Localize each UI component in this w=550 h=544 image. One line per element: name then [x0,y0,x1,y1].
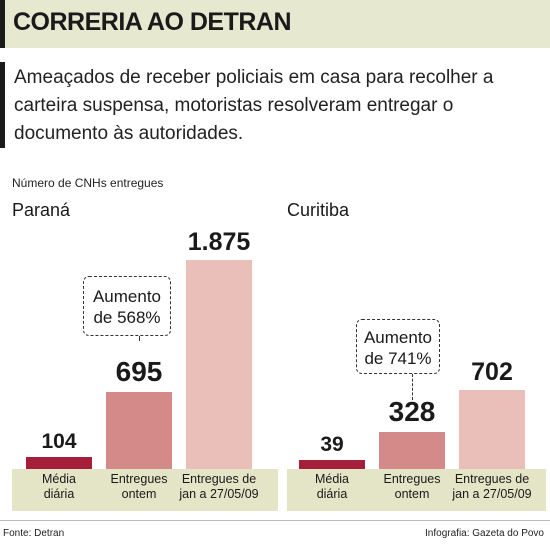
category-label-line-2: jan a 27/05/09 [179,487,259,501]
category-label-curitiba-1: Média diária [292,472,372,502]
panel-title-curitiba: Curitiba [287,200,350,220]
category-label-line-2: diária [43,487,75,501]
value-label-curitiba-1: 39 [320,432,344,456]
units-label: Número de CNHs entregues [12,176,164,190]
category-label-parana-2: Entregues ontem [99,472,179,502]
category-axis-band-parana [12,469,278,511]
value-label-curitiba-2: 328 [388,396,436,428]
category-label-line-2: ontem [121,487,157,501]
bar-parana-1 [26,457,92,469]
value-label-parana-2: 695 [115,356,163,388]
callout-parana: Aumento de 568% [83,276,171,336]
title-banner: CORRERIA AO DETRAN [0,0,550,48]
bar-curitiba-1 [299,460,365,469]
category-label-line-1: Entregues [110,472,168,486]
callout-pointer-parana [139,336,140,341]
panel-title-parana: Paraná [12,200,71,220]
category-label-line-1: Entregues de [454,472,530,486]
category-label-parana-3: Entregues de jan a 27/05/09 [179,472,259,502]
page-title: CORRERIA AO DETRAN [13,8,292,36]
callout-pointer-curitiba [412,374,413,400]
category-label-line-2: jan a 27/05/09 [452,487,532,501]
bar-curitiba-3 [459,390,525,469]
title-accent-bar [0,0,5,48]
category-label-line-1: Entregues [383,472,441,486]
value-label-parana-3: 1.875 [187,228,251,256]
callout-line-1: Aumento [92,287,162,306]
credit-note: Infografia: Gazeta do Povo [425,528,544,539]
callout-line-2: de 568% [93,308,161,327]
callout-line-2: de 741% [364,349,432,368]
category-label-line-1: Média [314,472,350,486]
category-label-curitiba-2: Entregues ontem [372,472,452,502]
category-label-line-1: Média [41,472,77,486]
category-label-parana-1: Média diária [19,472,99,502]
category-label-line-1: Entregues de [181,472,257,486]
category-label-line-2: ontem [394,487,430,501]
category-axis-band-curitiba [287,469,546,511]
value-label-parana-1: 104 [41,429,77,453]
footer-divider [0,520,550,521]
bar-parana-2 [106,392,172,469]
intro-accent-bar [0,62,5,148]
category-label-line-2: diária [316,487,348,501]
bar-curitiba-2 [379,432,445,469]
category-label-curitiba-3: Entregues de jan a 27/05/09 [452,472,532,502]
callout-line-1: Aumento [363,328,433,347]
source-note: Fonte: Detran [3,528,65,539]
value-label-curitiba-3: 702 [471,358,513,386]
bar-parana-3 [186,260,252,469]
callout-curitiba: Aumento de 741% [356,319,440,374]
intro-text: Ameaçados de receber policiais em casa p… [14,67,494,144]
